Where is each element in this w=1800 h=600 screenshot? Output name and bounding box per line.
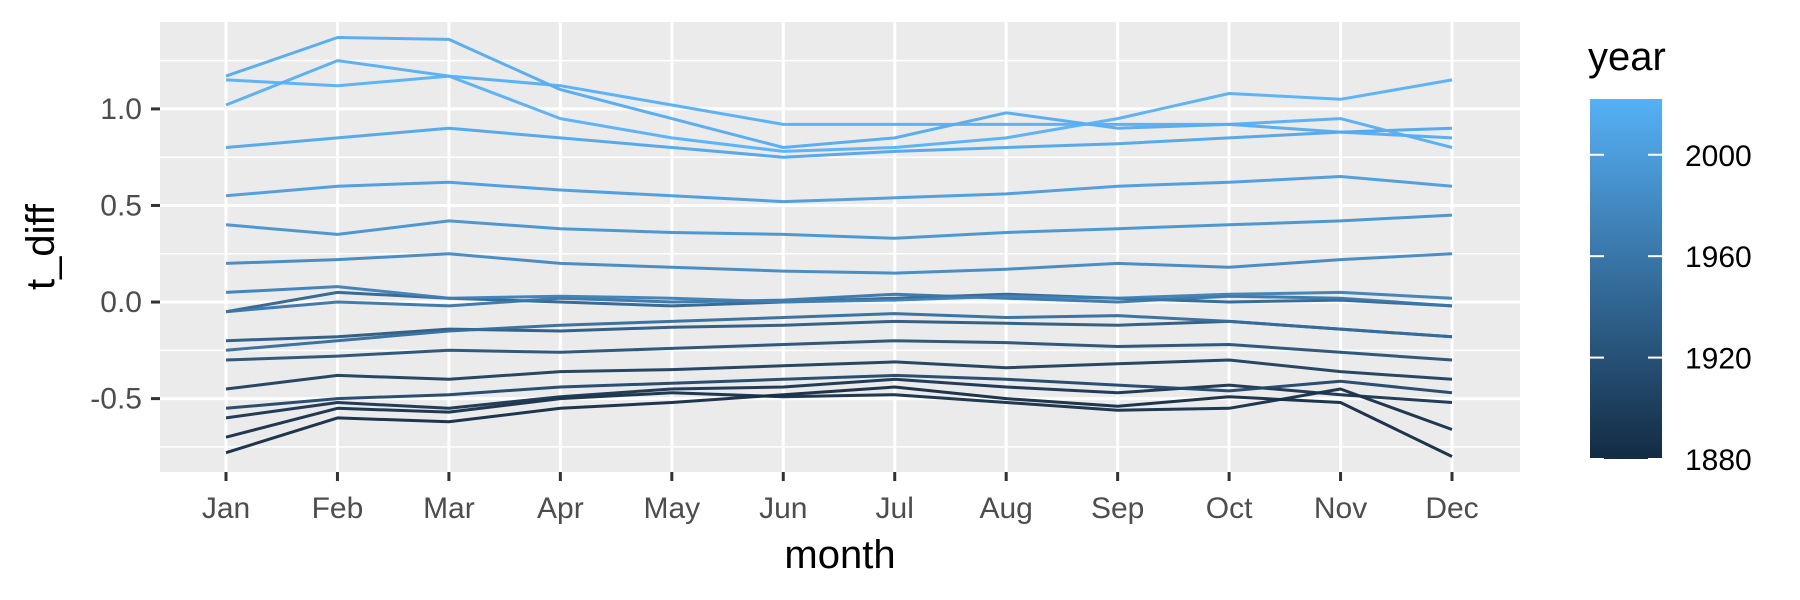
x-tick-label: Mar (423, 492, 475, 525)
series-line-2020 (225, 59, 1453, 149)
series-line-1990 (225, 213, 1453, 240)
legend-label: 1960 (1685, 241, 1752, 274)
x-tick-label: Jun (759, 492, 807, 525)
x-tick-label: Jan (202, 492, 250, 525)
legend-title: year (1588, 35, 1666, 79)
series-line-1970 (225, 285, 1453, 304)
series-line-1960 (225, 292, 1453, 314)
series-line-1920 (225, 339, 1453, 362)
y-axis-title: t_diff (19, 203, 63, 290)
series-line-1950 (225, 312, 1453, 352)
x-tick-label: Apr (537, 492, 584, 525)
y-tick-label: 0.0 (100, 286, 142, 319)
y-tick-label: -0.5 (90, 383, 142, 416)
legend-label: 1920 (1685, 343, 1752, 376)
axes: Jan Feb Mar Apr May Jun Jul Aug Sep Oct Nov Dec -0.5… (90, 93, 1478, 525)
series-line-1900 (225, 358, 1453, 391)
series-line-2010 (225, 126, 1453, 159)
legend-colorbar (1590, 99, 1662, 459)
x-tick-label: May (643, 492, 700, 525)
series-lines (225, 36, 1453, 458)
series-line-1890 (225, 377, 1453, 420)
series-line-2000 (225, 175, 1453, 204)
x-tick-label: Dec (1425, 492, 1478, 525)
legend-ticks: 1880 1920 1960 2000 (1590, 140, 1752, 477)
legend-label: 2000 (1685, 140, 1752, 173)
series-line-1910 (225, 373, 1453, 410)
series-line-2016 (225, 36, 1453, 149)
x-axis-title: month (784, 533, 895, 577)
x-tick-label: Nov (1314, 492, 1367, 525)
series-line-2022 (225, 74, 1453, 153)
y-tick-label: 1.0 (100, 93, 142, 126)
x-tick-label: Feb (312, 492, 364, 525)
series-line-1884 (225, 387, 1453, 439)
x-tick-label: Aug (979, 492, 1032, 525)
series-line-1880 (225, 385, 1453, 458)
y-tick-label: 0.5 (100, 189, 142, 222)
series-line-1980 (225, 252, 1453, 275)
color-legend: year 1880 1920 1960 2000 (1588, 35, 1752, 477)
legend-label: 1880 (1685, 444, 1752, 477)
x-tick-label: Sep (1091, 492, 1144, 525)
x-tick-label: Jul (876, 492, 914, 525)
x-tick-label: Oct (1206, 492, 1253, 525)
